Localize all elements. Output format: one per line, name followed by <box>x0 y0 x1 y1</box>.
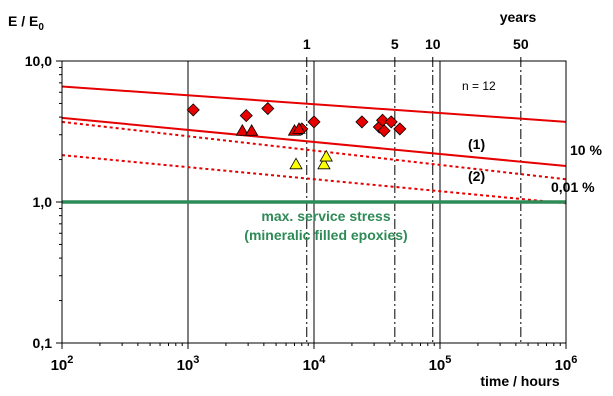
x-tick-label: 102 <box>51 354 74 374</box>
x-tick-label: 106 <box>555 354 578 374</box>
triangle-point <box>319 149 333 162</box>
tolerance-line <box>61 154 567 205</box>
curve-1-label: (1) <box>468 136 485 152</box>
regression-line <box>61 85 567 123</box>
diamond-point <box>307 115 321 129</box>
stress-label-line1: max. service stress <box>261 208 390 224</box>
tolerance-line <box>61 120 567 181</box>
years-label: years <box>500 9 537 25</box>
diamond-point <box>186 103 200 117</box>
data-points <box>186 101 407 170</box>
triangle-point <box>292 122 306 134</box>
n-annotation: n = 12 <box>462 79 496 93</box>
diamond-point <box>384 115 398 129</box>
diamond-point <box>377 124 391 138</box>
triangle-point <box>317 157 331 170</box>
x-tick-label: 105 <box>429 354 452 374</box>
x-tick-label: 103 <box>177 354 200 374</box>
y-axis-label: E / E0 <box>8 13 44 33</box>
diamond-point <box>393 122 407 136</box>
y-tick-label: 10,0 <box>25 53 52 69</box>
year-marker-label: 50 <box>513 36 529 52</box>
year-marker-label: 5 <box>391 36 399 52</box>
grid-layer: 1 5 10 50 <box>187 36 529 343</box>
regression-line <box>61 116 567 168</box>
triangle-point <box>244 123 259 136</box>
diamond-point <box>239 109 253 123</box>
curve-2-label: (2) <box>468 168 485 184</box>
stress-label-line2: (mineralic filled epoxies) <box>244 227 407 243</box>
regression-lines <box>61 85 567 205</box>
axis-ticks: 10,0 1,0 0,1 102 103 104 105 106 <box>25 53 578 374</box>
x-axis-label: time / hours <box>480 373 560 389</box>
triangle-point <box>289 157 303 170</box>
diamond-point <box>355 115 369 129</box>
x-tick-label: 104 <box>303 354 327 374</box>
y-tick-label: 0,1 <box>33 335 53 351</box>
year-marker-label: 1 <box>303 36 311 52</box>
year-marker-label: 10 <box>425 36 441 52</box>
diamond-point <box>261 101 275 116</box>
pct-001-label: 0,01 % <box>551 179 595 195</box>
y-tick-label: 1,0 <box>33 194 53 210</box>
triangle-point <box>235 123 250 136</box>
pct-10-label: 10 % <box>570 142 602 158</box>
